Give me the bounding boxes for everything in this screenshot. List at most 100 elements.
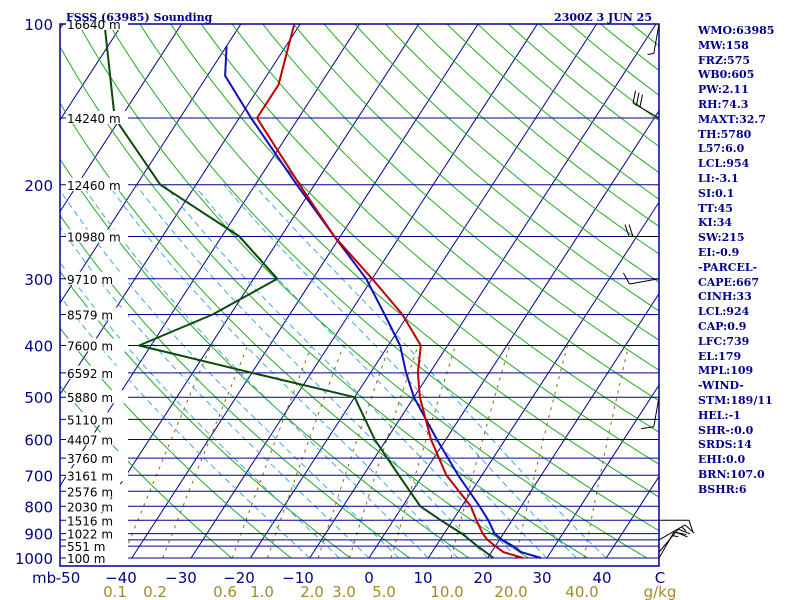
wind-barb-flag [684, 524, 695, 534]
wind-barb-flag [639, 94, 643, 108]
index-value: CINH:33 [698, 290, 752, 304]
temperature-tick-label: −20 [223, 569, 255, 587]
index-value: MPL:109 [698, 364, 754, 378]
isotherm-line [427, 201, 659, 559]
pressure-label: 100 [24, 16, 53, 34]
wind-barb [641, 397, 660, 430]
wind-barb-flag [673, 531, 687, 536]
index-value: MW:158 [698, 38, 749, 52]
wind-barb [659, 519, 694, 533]
height-label: 4407 m [67, 434, 113, 448]
index-value: MAXT:32.7 [698, 112, 766, 126]
height-label: 7600 m [67, 340, 113, 354]
height-label-bg [66, 551, 128, 564]
mixing-ratio-tick-label: 0.6 [213, 583, 237, 600]
mixing-ratio-tick-label: 0.2 [143, 583, 167, 600]
mixing-ratio-tick-label: g/kg [644, 583, 677, 600]
index-value: SW:215 [698, 231, 745, 245]
isotherm-line [60, 24, 301, 396]
height-label-bg [66, 307, 128, 321]
mixing-ratio-line [162, 345, 249, 559]
height-label-bg [66, 338, 128, 352]
pressure-label: 300 [24, 271, 53, 289]
isotherm-line [546, 384, 659, 559]
isotherm-line [0, 24, 4, 558]
mixing-ratio-tick-label: 0.1 [103, 583, 127, 600]
mixing-ratio-line [515, 345, 568, 559]
dry-adiabat-line [77, 24, 648, 559]
dewpoint-profile [103, 24, 495, 559]
height-label-bg [66, 390, 128, 404]
height-label-bg [66, 484, 128, 498]
temperature-tick-label: C [655, 569, 665, 587]
index-value: EHI:0.0 [698, 453, 746, 467]
parcel-profile [224, 46, 542, 559]
isobar-lines [60, 23, 659, 559]
height-label: 551 m [67, 540, 105, 554]
isotherm-line [60, 24, 242, 304]
temperature-tick-label: −10 [282, 569, 314, 587]
isotherm-line [131, 24, 479, 559]
index-value: FRZ:575 [698, 53, 751, 67]
wind-barb-staff [653, 23, 660, 54]
dry-adiabat-line [262, 24, 659, 371]
mixing-ratio-tick-label: 1.0 [250, 583, 274, 600]
wind-barb-staff [658, 524, 686, 541]
height-label-bg [66, 177, 128, 191]
mixing-ratio-tick-label: 2.0 [300, 583, 324, 600]
isotherm-line [60, 24, 360, 487]
index-value: SRDS:14 [698, 438, 752, 452]
height-label-bg [66, 451, 128, 465]
index-value: L57:6.0 [698, 142, 745, 156]
moist-adiabat-line [60, 261, 340, 559]
height-label: 2576 m [67, 485, 113, 499]
index-value: STM:189/11 [698, 393, 773, 407]
index-value: LFC:739 [698, 334, 750, 348]
index-value: CAP:0.9 [698, 319, 747, 333]
pressure-label: 400 [24, 338, 53, 356]
height-label-bg [66, 539, 128, 553]
wind-barb-flag [628, 224, 634, 237]
wind-barb-staff [653, 397, 660, 427]
pressure-label: 700 [24, 467, 53, 485]
wind-barbs [622, 23, 695, 559]
pressure-label: 900 [24, 526, 53, 544]
temperature-tick-label: −30 [165, 569, 197, 587]
temperature-tick-label: 0 [364, 569, 374, 587]
observation-time: 2300Z 3 JUN 25 [554, 11, 652, 24]
index-value: -WIND- [698, 379, 744, 393]
temperature-tick-label: 20 [473, 569, 492, 587]
plot-border [59, 23, 660, 567]
pressure-label: 1000 [15, 550, 53, 568]
wind-barb [658, 531, 687, 559]
wind-barb [658, 524, 695, 541]
wind-barb-flag [688, 520, 694, 533]
pressure-label: 800 [24, 498, 53, 516]
sounding-profiles [103, 24, 542, 559]
dry-adiabat-line [292, 24, 659, 341]
index-value: TT:45 [698, 201, 733, 215]
temperature-tick-label: 30 [532, 569, 551, 587]
wind-barb-half-flag [671, 534, 679, 538]
isotherm-line [368, 109, 659, 559]
height-label: 9710 m [67, 273, 113, 287]
height-label-bg [66, 499, 128, 513]
wind-barb [622, 272, 660, 285]
height-label: 16640 m [67, 18, 121, 32]
dry-adiabat-line [108, 24, 659, 532]
height-label: 6592 m [67, 367, 113, 381]
temperature-tick-label: -50 [56, 569, 81, 587]
height-label-bg [66, 513, 128, 527]
height-label-bg [66, 271, 128, 285]
mixing-ratio-tick-label: 5.0 [372, 583, 396, 600]
mixing-ratio-tick-label: 10.0 [430, 583, 463, 600]
mixing-ratio-tick-label: 3.0 [332, 583, 356, 600]
pressure-label: 200 [24, 177, 53, 195]
index-value: TH:5780 [698, 127, 752, 141]
dry-adiabat-line [231, 24, 659, 402]
isotherm-line [249, 24, 598, 559]
dry-adiabat-line [354, 24, 659, 283]
